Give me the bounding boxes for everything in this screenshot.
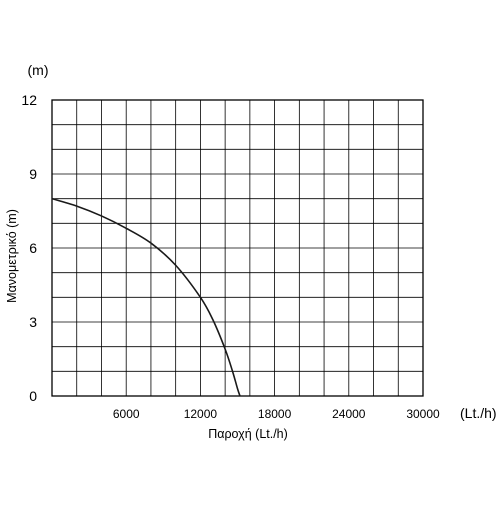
y-tick-label: 0 (29, 388, 37, 404)
x-tick-labels: 6000 12000 18000 24000 30000 (113, 407, 440, 421)
y-axis-title: Μανομετρικό (m) (5, 209, 19, 303)
x-tick-label: 18000 (258, 407, 292, 421)
y-tick-label: 9 (29, 166, 37, 182)
grid-lines (52, 100, 423, 396)
y-tick-labels: 0 3 6 9 12 (21, 92, 37, 404)
x-tick-label: 6000 (113, 407, 140, 421)
y-tick-label: 12 (21, 92, 37, 108)
x-axis-title: Παροχή (Lt./h) (208, 427, 288, 441)
y-unit-label: (m) (28, 62, 49, 78)
x-unit-label: (Lt./h) (460, 405, 497, 421)
plot-frame (51, 99, 424, 397)
x-tick-label: 12000 (184, 407, 218, 421)
x-tick-label: 30000 (406, 407, 440, 421)
x-tick-label: 24000 (332, 407, 366, 421)
y-tick-label: 6 (29, 240, 37, 256)
y-tick-label: 3 (29, 314, 37, 330)
series-line (51, 197, 241, 397)
